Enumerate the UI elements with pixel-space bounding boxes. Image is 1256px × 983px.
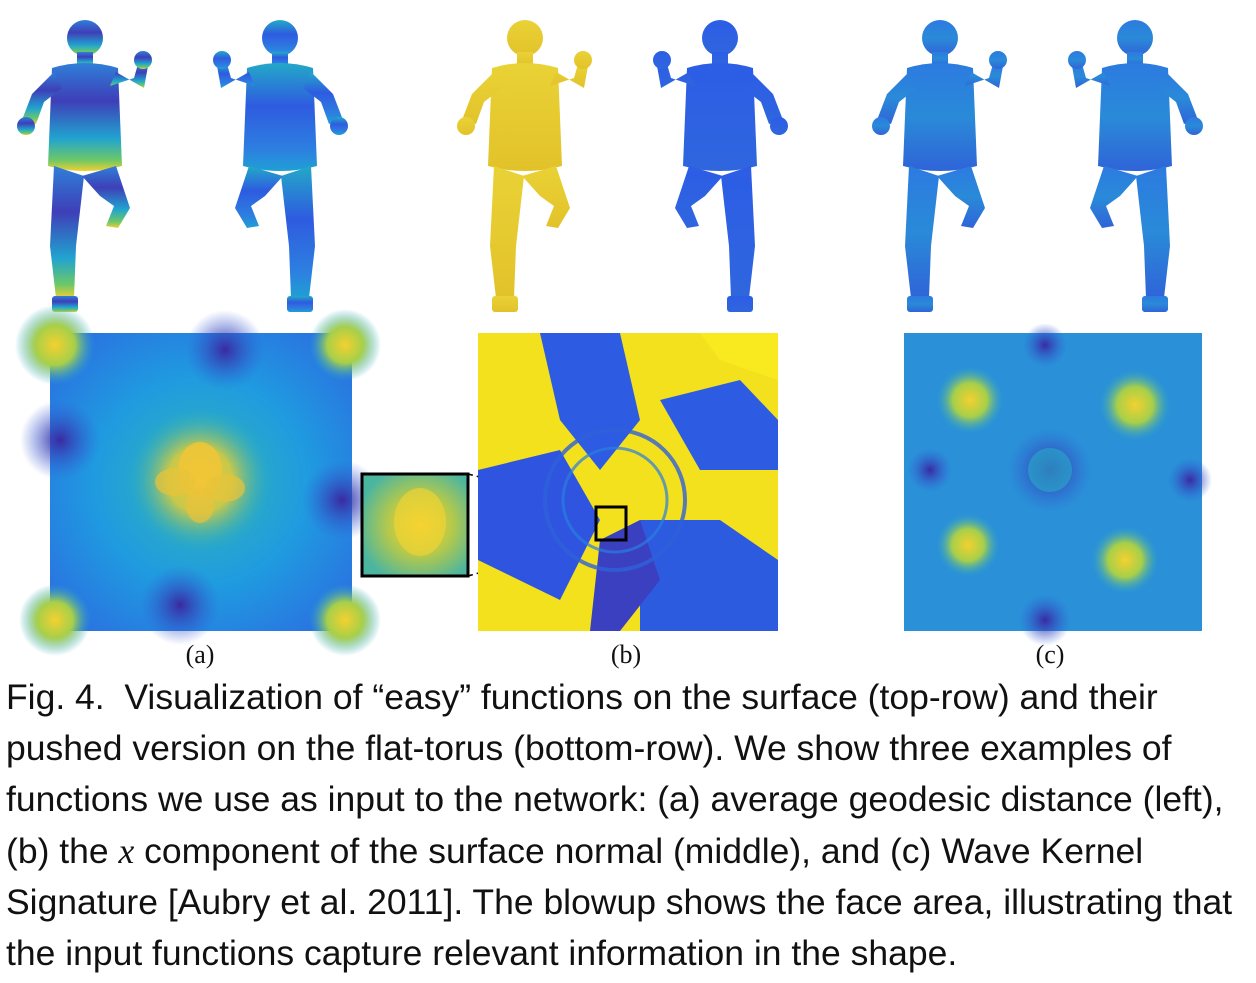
caption-text-part-2: component of the surface normal (middle)… (6, 830, 1233, 974)
flat-torus-a (15, 305, 382, 656)
surface-c-front (872, 20, 1007, 312)
caption-label: Fig. 4. (6, 677, 105, 717)
subfigure-label-c: (c) (1035, 640, 1065, 669)
figure-4-graphic (15, 20, 1212, 656)
flat-torus-c (904, 323, 1212, 646)
caption-text-part-1: Visualization of “easy” functions on the… (6, 677, 1224, 871)
flat-torus-b (478, 333, 778, 631)
surface-a-back (213, 20, 348, 312)
surface-a-front (17, 20, 152, 312)
surface-b-front (457, 20, 592, 312)
surface-c-back (1068, 20, 1203, 312)
subfigure-label-b: (b) (610, 640, 642, 669)
caption-variable-x: x (118, 830, 135, 871)
subfigure-label-a: (a) (185, 640, 215, 669)
figure-caption: Fig. 4. Visualization of “easy” function… (6, 672, 1252, 979)
surface-b-back (653, 20, 788, 312)
